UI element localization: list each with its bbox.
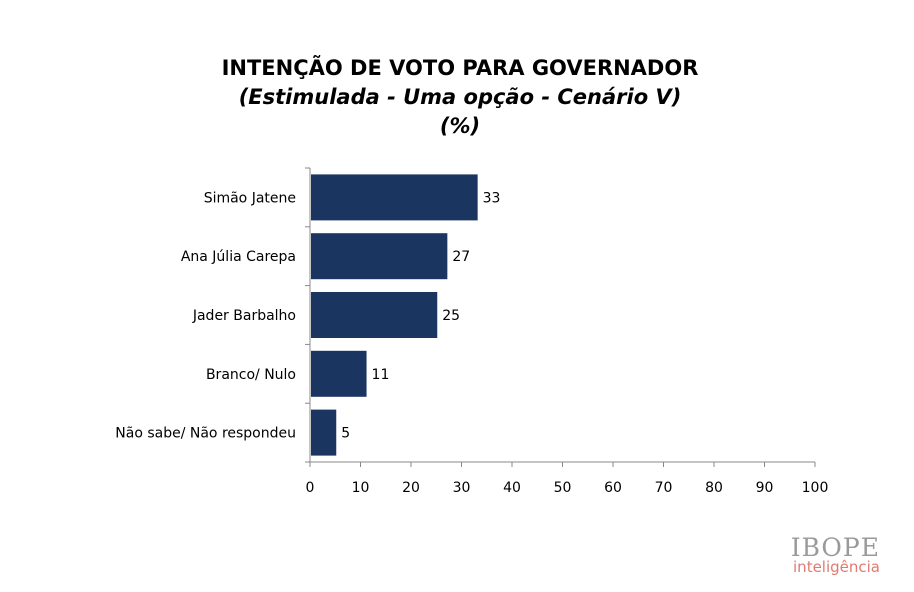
x-tick-label: 20	[402, 480, 420, 496]
x-tick-label: 100	[802, 480, 829, 496]
category-label: Não sabe/ Não respondeu	[115, 426, 296, 442]
x-tick-label: 80	[705, 480, 723, 496]
x-tick-label: 0	[306, 480, 315, 496]
bar	[311, 174, 478, 221]
x-tick-label: 90	[756, 480, 774, 496]
chart-unit: (%)	[439, 114, 481, 138]
data-label: 5	[341, 426, 350, 442]
category-label: Ana Júlia Carepa	[181, 249, 296, 265]
data-label: 33	[483, 190, 501, 206]
data-label: 11	[372, 367, 390, 383]
bar	[311, 409, 337, 456]
x-tick-label: 50	[554, 480, 572, 496]
x-tick-label: 70	[655, 480, 673, 496]
logo-main-text: IBOPE	[790, 533, 880, 562]
bar	[311, 350, 367, 397]
chart-title: INTENÇÃO DE VOTO PARA GOVERNADOR	[221, 56, 699, 80]
category-label: Branco/ Nulo	[206, 367, 296, 383]
bar	[311, 292, 438, 338]
category-label: Simão Jatene	[204, 190, 296, 206]
data-label: 27	[452, 249, 470, 265]
x-tick-label: 60	[604, 480, 622, 496]
category-label: Jader Barbalho	[192, 308, 296, 324]
chart-title-block: INTENÇÃO DE VOTO PARA GOVERNADOR (Estimu…	[0, 54, 914, 141]
x-tick-label: 10	[352, 480, 370, 496]
data-label: 25	[442, 308, 460, 324]
ibope-logo: IBOPE inteligência	[791, 534, 880, 575]
logo-sub-text: inteligência	[793, 558, 880, 576]
x-tick-label: 40	[503, 480, 521, 496]
chart-subtitle: (Estimulada - Uma opção - Cenário V)	[238, 85, 682, 109]
bar	[311, 233, 448, 280]
x-tick-label: 30	[453, 480, 471, 496]
